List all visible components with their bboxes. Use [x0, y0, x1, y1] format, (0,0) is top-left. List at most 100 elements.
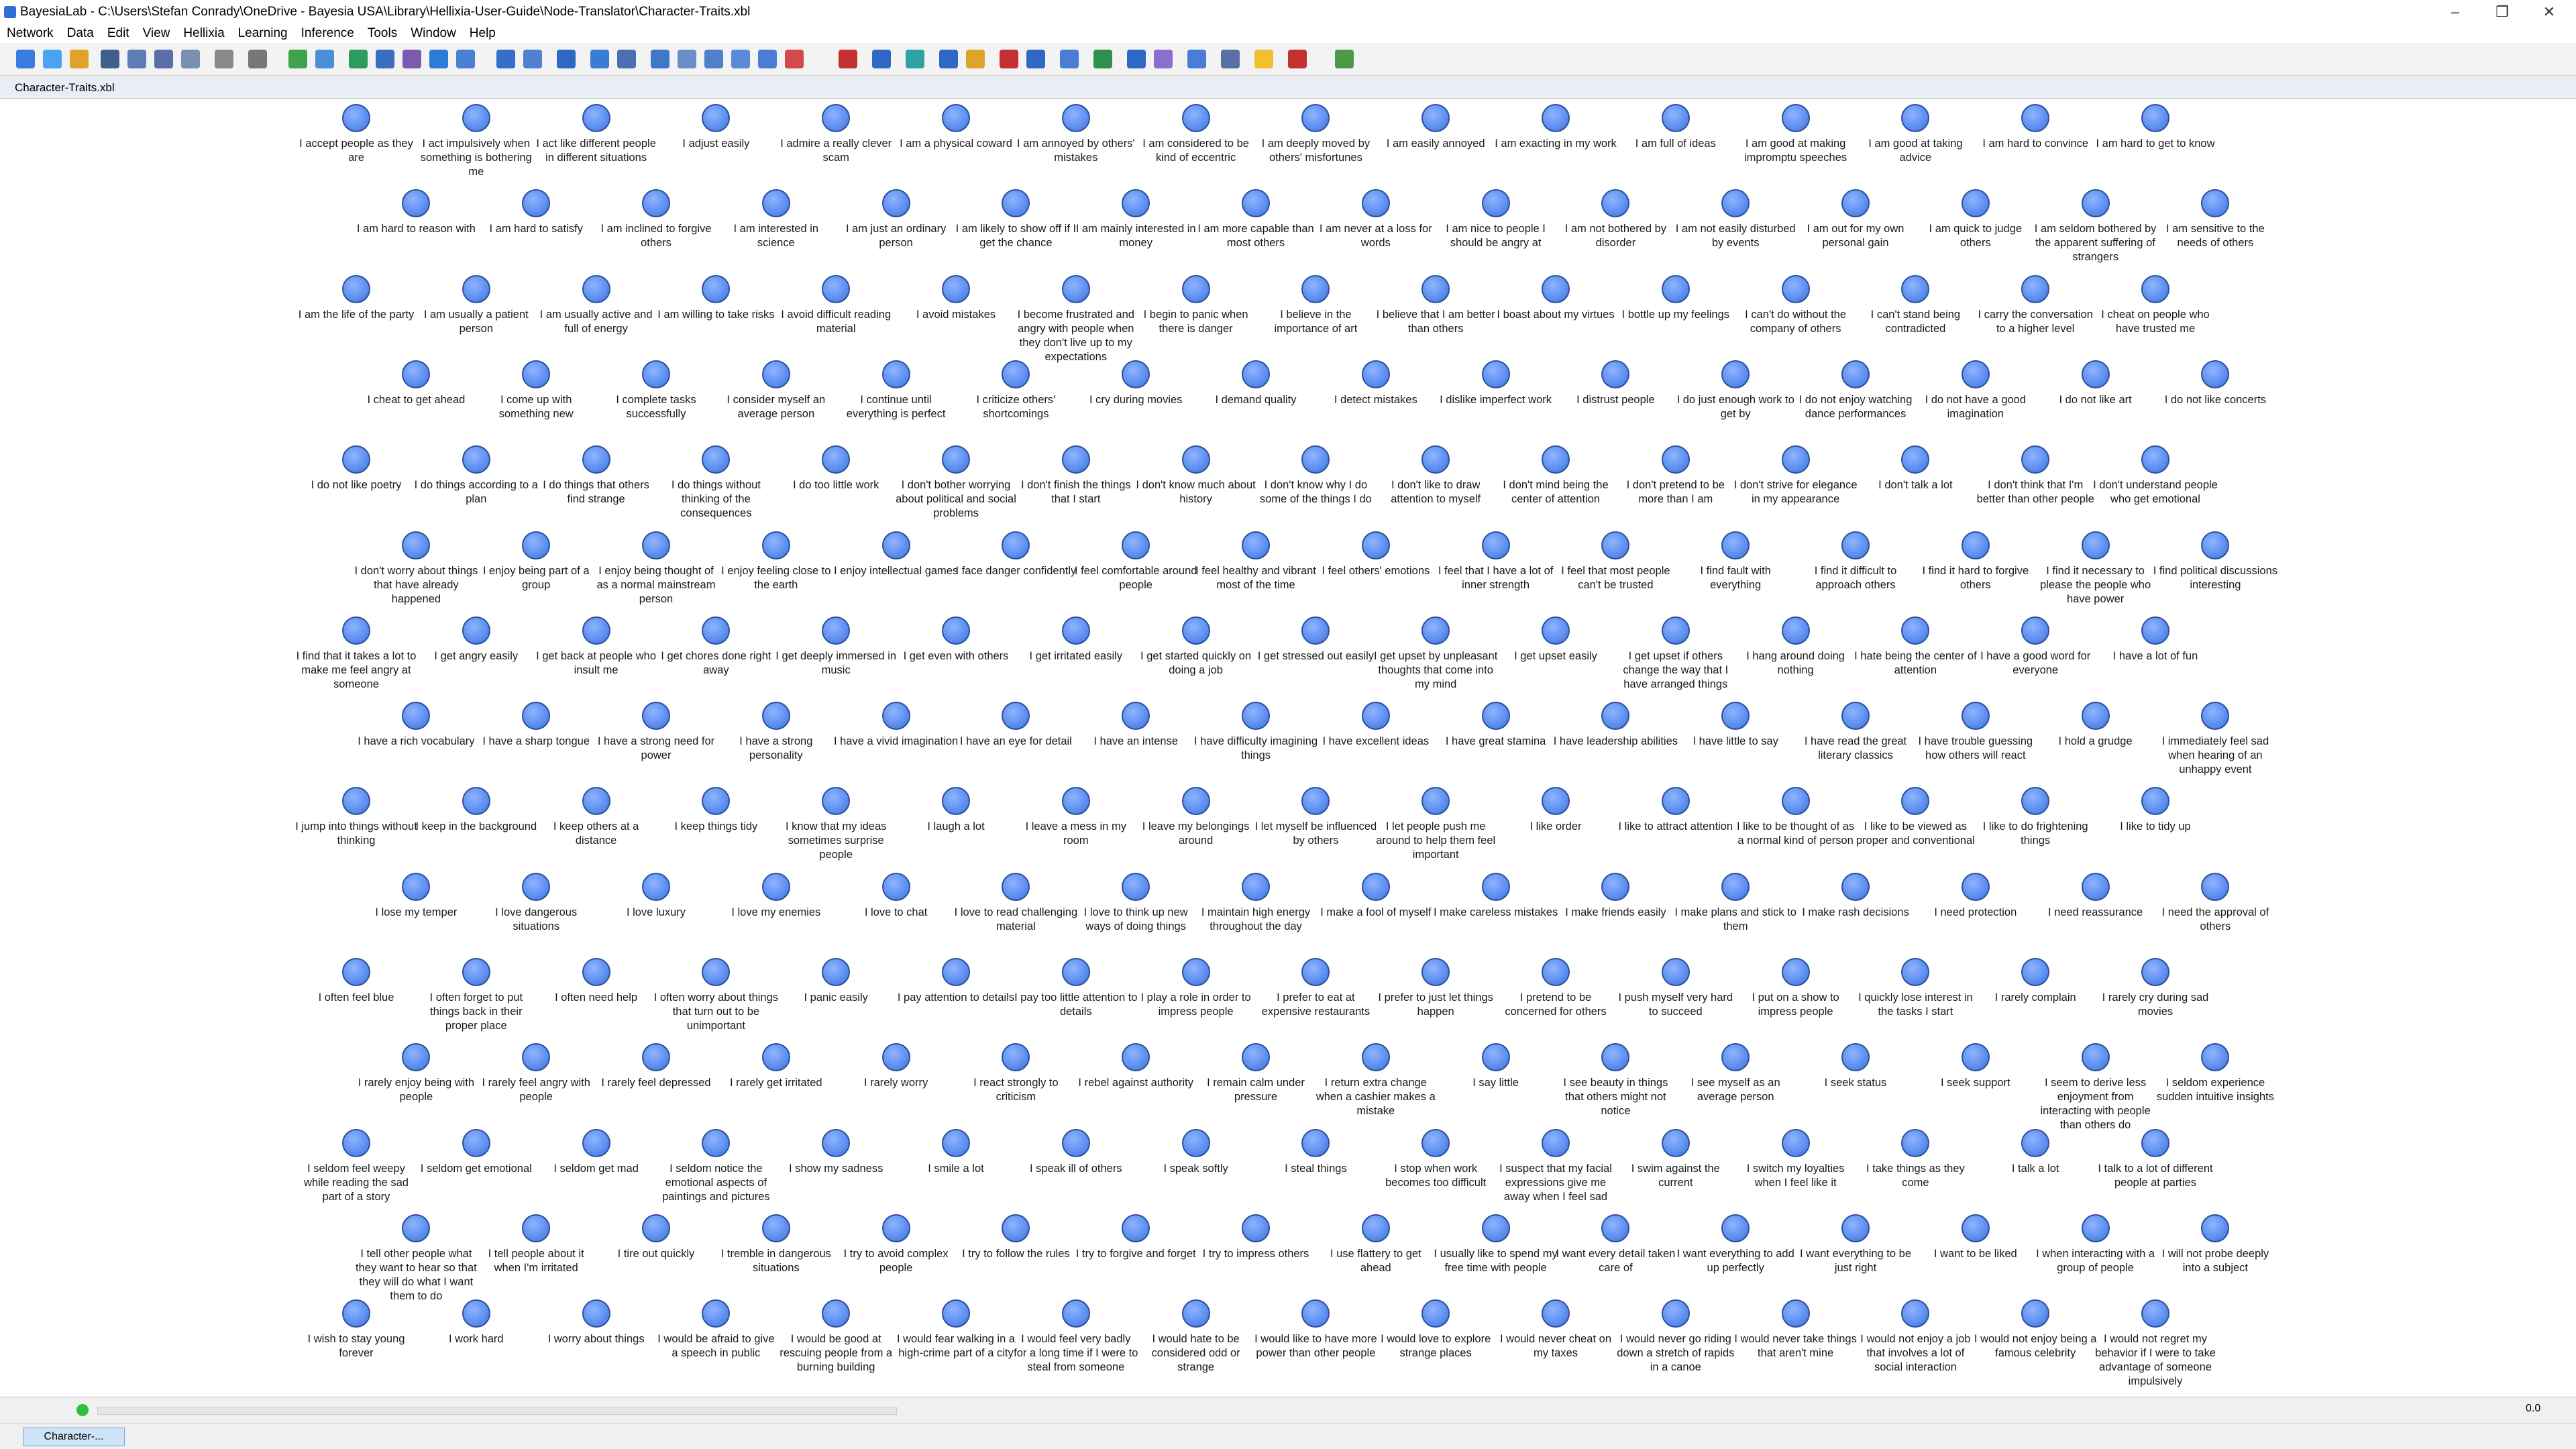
node[interactable] — [462, 1299, 490, 1328]
node[interactable] — [2021, 104, 2050, 132]
node[interactable] — [1122, 360, 1150, 388]
node[interactable] — [1361, 531, 1390, 559]
node[interactable] — [2141, 104, 2169, 132]
node[interactable] — [1002, 1043, 1030, 1072]
node[interactable] — [2201, 360, 2230, 388]
node[interactable] — [1542, 274, 1570, 303]
node[interactable] — [1661, 1128, 1690, 1157]
node[interactable] — [702, 104, 731, 132]
node[interactable] — [1601, 360, 1630, 388]
node[interactable] — [1721, 1043, 1750, 1072]
node[interactable] — [1961, 531, 1990, 559]
node[interactable] — [1661, 104, 1690, 132]
node[interactable] — [2201, 702, 2230, 731]
menu-item[interactable]: Help — [469, 26, 496, 40]
node[interactable] — [761, 189, 790, 218]
node[interactable] — [1481, 360, 1510, 388]
toolbar-button[interactable] — [617, 50, 636, 68]
node[interactable] — [942, 958, 970, 986]
node[interactable] — [1002, 1214, 1030, 1242]
node[interactable] — [1061, 104, 1090, 132]
node[interactable] — [942, 787, 970, 816]
node[interactable] — [1181, 787, 1210, 816]
toolbar-button[interactable] — [651, 50, 669, 68]
node[interactable] — [1181, 274, 1210, 303]
node[interactable] — [1601, 531, 1630, 559]
minimize-button[interactable]: – — [2451, 3, 2460, 20]
toolbar-button[interactable] — [906, 50, 924, 68]
node[interactable] — [402, 189, 431, 218]
menu-item[interactable]: Data — [66, 26, 94, 40]
toolbar-button[interactable] — [1093, 50, 1112, 68]
node[interactable] — [1781, 1299, 1810, 1328]
node[interactable] — [942, 104, 970, 132]
toolbar-button[interactable] — [1154, 50, 1173, 68]
node[interactable] — [1601, 1043, 1630, 1072]
node[interactable] — [1841, 702, 1870, 731]
node[interactable] — [2201, 531, 2230, 559]
node[interactable] — [2141, 1299, 2169, 1328]
toolbar-button[interactable] — [154, 50, 173, 68]
node[interactable] — [702, 274, 731, 303]
node[interactable] — [522, 360, 551, 388]
toolbar-button[interactable] — [966, 50, 985, 68]
node[interactable] — [1242, 1043, 1270, 1072]
node[interactable] — [582, 274, 610, 303]
node[interactable] — [1901, 274, 1930, 303]
menu-item[interactable]: Hellixia — [183, 26, 225, 40]
node[interactable] — [2081, 531, 2110, 559]
toolbar-button[interactable] — [523, 50, 542, 68]
node[interactable] — [1181, 104, 1210, 132]
node[interactable] — [462, 1128, 490, 1157]
node[interactable] — [1542, 104, 1570, 132]
node[interactable] — [582, 1299, 610, 1328]
node[interactable] — [1002, 360, 1030, 388]
node[interactable] — [1901, 104, 1930, 132]
node[interactable] — [1002, 189, 1030, 218]
toolbar-button[interactable] — [248, 50, 267, 68]
toolbar-button[interactable] — [70, 50, 89, 68]
node[interactable] — [1901, 787, 1930, 816]
node[interactable] — [1061, 616, 1090, 645]
node[interactable] — [1841, 360, 1870, 388]
node[interactable] — [2081, 189, 2110, 218]
toolbar-button[interactable] — [1288, 50, 1307, 68]
node[interactable] — [2201, 189, 2230, 218]
node[interactable] — [342, 274, 370, 303]
node[interactable] — [1361, 1043, 1390, 1072]
node[interactable] — [402, 702, 431, 731]
toolbar-button[interactable] — [16, 50, 35, 68]
node[interactable] — [2141, 958, 2169, 986]
toolbar-button[interactable] — [456, 50, 475, 68]
node[interactable] — [942, 274, 970, 303]
node[interactable] — [642, 1214, 670, 1242]
node[interactable] — [1601, 702, 1630, 731]
node[interactable] — [2201, 1043, 2230, 1072]
node[interactable] — [1601, 872, 1630, 901]
node[interactable] — [1721, 360, 1750, 388]
node[interactable] — [1242, 1214, 1270, 1242]
node[interactable] — [1661, 616, 1690, 645]
toolbar-button[interactable] — [1127, 50, 1146, 68]
node[interactable] — [1901, 958, 1930, 986]
node[interactable] — [1481, 872, 1510, 901]
node[interactable] — [402, 531, 431, 559]
node[interactable] — [1242, 360, 1270, 388]
toolbar-button[interactable] — [288, 50, 307, 68]
toolbar-button[interactable] — [349, 50, 368, 68]
node[interactable] — [822, 616, 851, 645]
node[interactable] — [582, 104, 610, 132]
node[interactable] — [642, 872, 670, 901]
node[interactable] — [2141, 1128, 2169, 1157]
node[interactable] — [702, 445, 731, 474]
node[interactable] — [2021, 1128, 2050, 1157]
toolbar-button[interactable] — [1335, 50, 1354, 68]
node[interactable] — [822, 1128, 851, 1157]
node[interactable] — [2081, 702, 2110, 731]
node[interactable] — [1481, 189, 1510, 218]
node[interactable] — [1901, 1299, 1930, 1328]
node[interactable] — [342, 787, 370, 816]
node[interactable] — [1961, 189, 1990, 218]
toolbar-button[interactable] — [704, 50, 723, 68]
node[interactable] — [1781, 616, 1810, 645]
